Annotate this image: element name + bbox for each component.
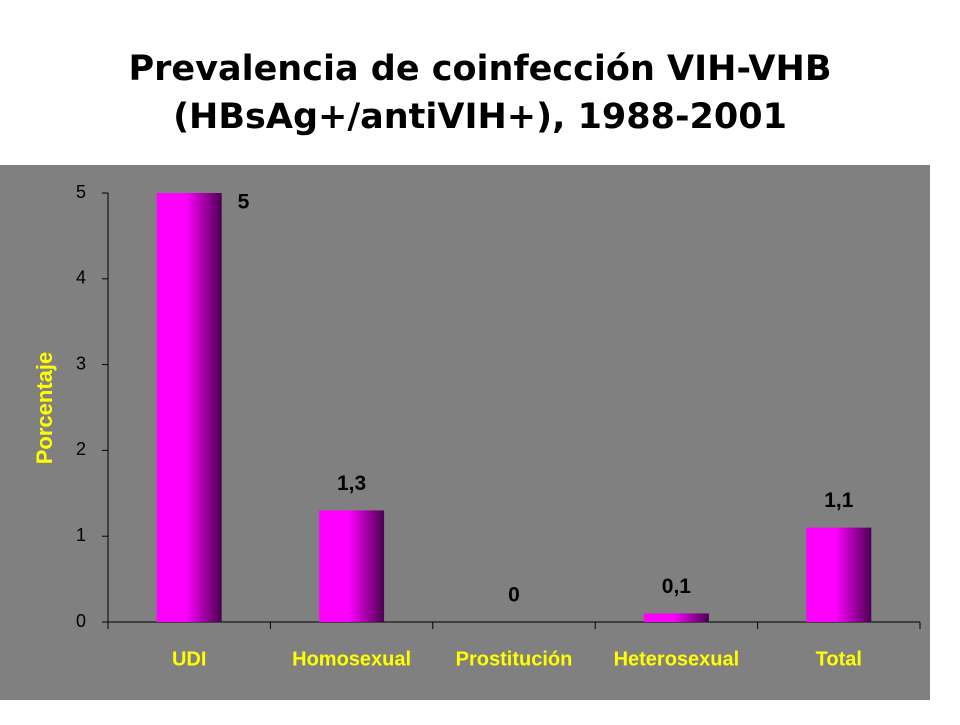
value-label: 1,3	[337, 472, 366, 495]
x-tick-label: Total	[816, 648, 862, 670]
bar	[319, 510, 385, 622]
value-label: 1,1	[824, 489, 854, 512]
y-tick-label: 2	[76, 439, 86, 459]
y-axis-title: Porcentaje	[32, 352, 57, 465]
value-label: 5	[238, 191, 250, 214]
chart-title: (HBsAg+/antiVIH+), 1988-2001	[173, 97, 787, 137]
y-tick-label: 0	[76, 611, 86, 631]
x-tick-label: Homosexual	[292, 648, 411, 670]
value-label: 0	[508, 584, 520, 607]
y-tick-label: 5	[76, 182, 86, 202]
bar	[806, 527, 872, 622]
x-tick-label: UDI	[172, 648, 206, 670]
y-tick-label: 1	[76, 525, 86, 545]
plot-background	[0, 165, 930, 700]
y-tick-label: 3	[76, 353, 86, 373]
value-label: 0,1	[662, 575, 692, 598]
chart-title: Prevalencia de coinfección VIH-VHB	[128, 49, 831, 89]
x-tick-label: Prostitución	[456, 648, 573, 670]
y-tick-label: 4	[76, 268, 86, 288]
bar	[156, 193, 222, 622]
bar	[643, 613, 709, 622]
x-tick-label: Heterosexual	[614, 648, 740, 670]
